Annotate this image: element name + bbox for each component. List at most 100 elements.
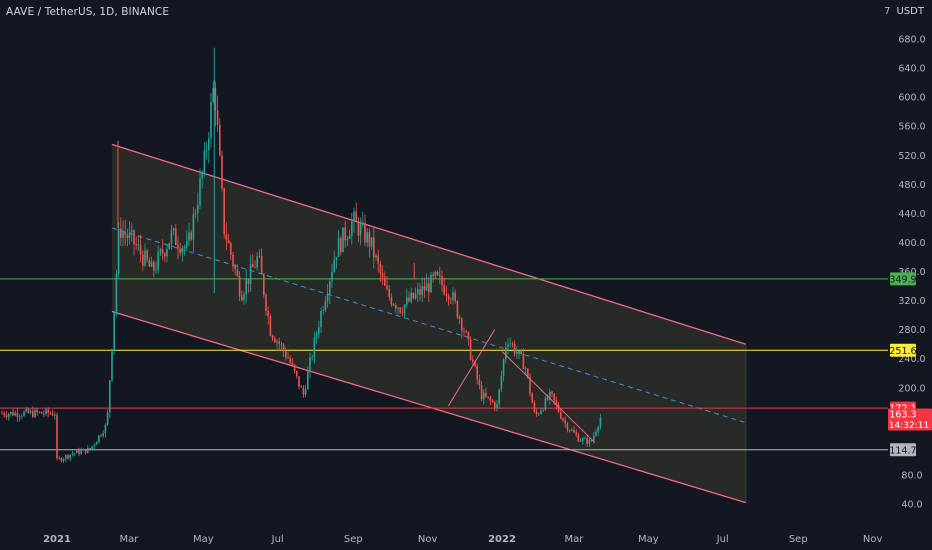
candle-body [443, 285, 445, 294]
candle-body [309, 357, 311, 372]
channel-upper-line[interactable] [111, 143, 747, 345]
candle-body [355, 211, 357, 221]
x-tick-label: Mar [119, 534, 139, 545]
channel-midline[interactable] [111, 227, 746, 424]
candle-body [168, 243, 170, 249]
price-level-badge-label: 251.6 [889, 346, 916, 357]
candle-body [362, 222, 364, 225]
y-tick-label: 200.0 [898, 383, 925, 394]
trendline[interactable] [447, 329, 496, 407]
candle-body [364, 222, 366, 243]
candle-body [161, 249, 164, 254]
candle-body [84, 448, 87, 453]
current-price-badge[interactable] [888, 408, 932, 431]
price-level-badge[interactable] [890, 443, 916, 457]
candle-body [7, 414, 10, 417]
candle-body [527, 368, 529, 377]
x-tick-label: May [638, 534, 659, 545]
candle-body [208, 138, 210, 151]
candle-body [175, 228, 177, 245]
candle-body [551, 391, 553, 394]
price-level-badge-label: 349.9 [889, 274, 916, 285]
candle-body [241, 296, 243, 301]
price-level-badge[interactable] [890, 272, 916, 286]
candle-body [135, 244, 137, 246]
candle-body [351, 221, 353, 236]
candle-body [533, 402, 536, 412]
price-level-badge[interactable] [890, 343, 916, 357]
candle-body [467, 332, 470, 340]
candle-body [91, 446, 93, 450]
candle-body [291, 362, 294, 365]
candle-body [179, 248, 181, 253]
candle-body [568, 430, 571, 431]
y-tick-label: 520.0 [898, 151, 925, 162]
candle-body [595, 431, 597, 436]
candle-body [392, 304, 395, 306]
scale-setting-label[interactable]: 7 [884, 6, 891, 17]
symbol-title[interactable]: AAVE / TetherUS, 1D, BINANCE [6, 6, 170, 18]
candle-body [432, 274, 434, 277]
candle-body [302, 387, 305, 395]
candle-body [27, 409, 30, 413]
candle-body [122, 231, 124, 238]
candle-body [278, 341, 280, 345]
candle-body [117, 228, 120, 274]
y-tick-label: 280.0 [898, 325, 925, 336]
candle-body [137, 244, 140, 246]
candle-body [502, 359, 505, 376]
y-tick-label: 600.0 [898, 93, 925, 104]
candle-body [60, 458, 63, 462]
candle-body [542, 409, 544, 411]
candle-body [67, 455, 69, 459]
candle-body [566, 423, 569, 431]
channel-lower-line[interactable] [111, 310, 747, 504]
currency-selector[interactable]: 7 USDT [884, 6, 924, 17]
candle-body [153, 262, 155, 271]
candle-body [313, 337, 316, 357]
candle-body [78, 450, 80, 454]
price-level-badge-label: 114.7 [889, 445, 916, 456]
candle-body [34, 409, 36, 417]
x-tick-label: May [193, 534, 214, 545]
candle-body [23, 411, 25, 416]
candle-body [480, 385, 483, 400]
candle-body [463, 330, 465, 332]
candle-body [203, 150, 206, 173]
trendline[interactable] [501, 351, 596, 443]
candle-body [40, 411, 43, 414]
candle-body [381, 273, 384, 278]
candle-body [421, 286, 423, 296]
candle-body [293, 364, 296, 371]
candle-body [520, 350, 522, 354]
candle-body [258, 255, 261, 257]
candle-body [25, 409, 27, 412]
x-tick-label: Mar [564, 534, 584, 545]
candle-body [337, 237, 340, 257]
candle-body [214, 87, 217, 111]
candle-body [223, 188, 225, 235]
trendlines-layer [447, 329, 596, 443]
candle-body [126, 234, 129, 238]
candle-body [390, 296, 393, 305]
candle-body [274, 338, 276, 343]
candle-body [406, 297, 408, 305]
candle-body [315, 333, 318, 338]
candle-body [518, 350, 520, 354]
candle-body [430, 274, 432, 293]
candle-body [282, 344, 285, 352]
candle-body [296, 370, 298, 377]
candle-body [557, 404, 560, 412]
candle-body [414, 293, 417, 299]
candle-body [357, 220, 360, 236]
candle-body [73, 453, 76, 454]
candle-body [54, 415, 56, 417]
x-tick-label: 2022 [488, 534, 516, 545]
candle-body [190, 232, 192, 240]
candle-body [212, 87, 214, 103]
candle-body [331, 272, 333, 281]
candle-body [183, 247, 186, 249]
candle-body [100, 435, 102, 437]
candle-body [289, 358, 291, 363]
